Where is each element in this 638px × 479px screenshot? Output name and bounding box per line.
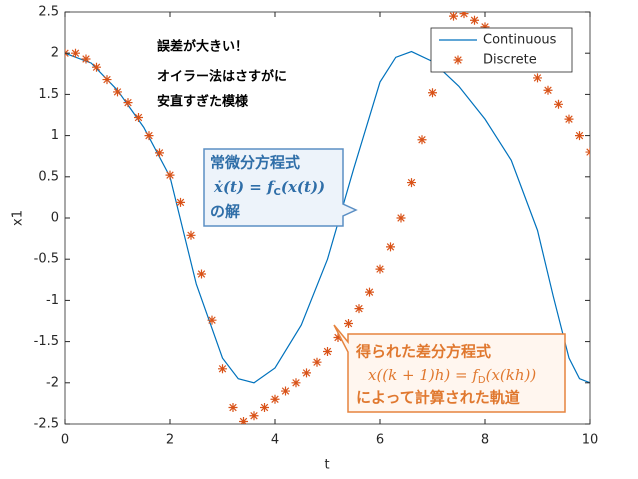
data-point bbox=[396, 213, 406, 223]
legend: Continuous Discrete bbox=[430, 27, 573, 73]
y-tick-label: 0.5 bbox=[38, 169, 59, 184]
legend-swatch bbox=[453, 55, 463, 65]
y-tick-label: 1.5 bbox=[38, 87, 59, 102]
data-point bbox=[459, 12, 469, 19]
data-point bbox=[102, 75, 112, 85]
data-point bbox=[249, 411, 259, 421]
y-tick-label: 2 bbox=[51, 46, 59, 61]
data-point bbox=[533, 73, 542, 83]
data-point bbox=[155, 148, 164, 158]
data-point bbox=[449, 12, 458, 21]
data-point bbox=[176, 197, 185, 207]
data-point bbox=[197, 269, 206, 279]
callout-text: 得られた差分方程式 bbox=[355, 343, 491, 361]
y-tick-label: 2.5 bbox=[38, 5, 59, 20]
callout-formula: ẋ(t) = fC(x(t)) bbox=[213, 178, 325, 198]
data-point bbox=[386, 242, 395, 252]
x-tick-label: 2 bbox=[166, 433, 174, 448]
data-point bbox=[564, 114, 574, 124]
data-point bbox=[543, 85, 553, 95]
legend-label: Continuous bbox=[483, 33, 557, 48]
data-point bbox=[186, 230, 196, 240]
formula-sub: D bbox=[478, 375, 486, 386]
callout-text: の解 bbox=[210, 203, 240, 221]
data-point bbox=[165, 170, 175, 180]
legend-label: Discrete bbox=[483, 53, 537, 68]
legend-box bbox=[430, 27, 573, 73]
data-point bbox=[270, 394, 280, 404]
formula: x((k + 1)h) = f bbox=[368, 366, 480, 384]
discrete-callout: 得られた差分方程式 x((k + 1)h) = fD(x(kh)) によって計算… bbox=[333, 324, 566, 413]
data-point bbox=[281, 386, 290, 396]
data-point bbox=[134, 112, 143, 122]
data-point bbox=[354, 304, 364, 314]
headline-text: オイラー法はさすがに bbox=[157, 69, 287, 85]
data-point bbox=[312, 357, 322, 367]
data-point bbox=[228, 403, 238, 413]
data-point bbox=[365, 287, 374, 297]
y-tick-label: -0.5 bbox=[34, 252, 59, 267]
data-point bbox=[470, 15, 479, 25]
y-tick-label: -2.5 bbox=[34, 417, 59, 432]
data-point bbox=[375, 264, 385, 274]
data-point bbox=[81, 54, 91, 64]
data-point bbox=[585, 147, 590, 157]
data-point bbox=[218, 364, 227, 374]
data-point bbox=[123, 98, 133, 108]
x-tick-label: 6 bbox=[376, 433, 384, 448]
y-tick-label: 0 bbox=[51, 211, 59, 226]
y-tick-label: -1 bbox=[46, 293, 59, 308]
data-point bbox=[291, 378, 301, 388]
data-point bbox=[113, 87, 122, 97]
x-tick-label: 8 bbox=[481, 433, 489, 448]
axes: 0 2 4 6 8 10 -2.5 -2 -1.5 -1 -0.5 0 0.5 1 1.5 2 2.5 bbox=[34, 5, 599, 448]
x-tick-label: 10 bbox=[582, 433, 599, 448]
data-point bbox=[144, 131, 154, 141]
data-point bbox=[323, 346, 332, 356]
data-point bbox=[417, 135, 427, 145]
x-tick-label: 4 bbox=[271, 433, 279, 448]
formula-sub: C bbox=[274, 187, 281, 198]
callout-text: によって計算された軌道 bbox=[356, 389, 520, 407]
y-tick-label: -1.5 bbox=[34, 334, 59, 349]
data-point bbox=[207, 315, 217, 325]
data-point bbox=[575, 131, 584, 141]
data-point bbox=[480, 22, 490, 32]
data-point bbox=[71, 48, 80, 58]
formula: (x(kh)) bbox=[486, 366, 537, 384]
callout-box bbox=[333, 324, 566, 413]
x-axis-label: t bbox=[324, 458, 329, 473]
callout-box bbox=[203, 148, 358, 227]
x-tick-label: 0 bbox=[61, 433, 69, 448]
headline: 誤差が大きい！ オイラー法はさすがに 安直すぎた模様 bbox=[157, 39, 287, 110]
data-point bbox=[554, 99, 563, 109]
y-tick-label: -2 bbox=[46, 375, 59, 390]
data-point bbox=[260, 403, 269, 413]
data-point bbox=[92, 62, 101, 72]
data-point bbox=[344, 318, 353, 328]
y-axis-label: x1 bbox=[11, 210, 26, 226]
headline-text: 安直すぎた模様 bbox=[157, 94, 249, 110]
y-tick-label: 1 bbox=[51, 128, 59, 143]
data-point bbox=[333, 332, 343, 342]
formula: (x(t)) bbox=[281, 178, 325, 196]
data-point bbox=[302, 368, 311, 378]
data-point bbox=[428, 88, 437, 98]
data-point bbox=[239, 417, 248, 424]
callout-text: 常微分方程式 bbox=[210, 154, 300, 172]
continuous-callout: 常微分方程式 ẋ(t) = fC(x(t)) の解 bbox=[203, 148, 358, 227]
callout-formula: x((k + 1)h) = fD(x(kh)) bbox=[368, 366, 536, 386]
formula: ẋ(t) = f bbox=[213, 178, 276, 196]
data-point bbox=[407, 178, 416, 188]
headline-text: 誤差が大きい！ bbox=[157, 39, 248, 55]
